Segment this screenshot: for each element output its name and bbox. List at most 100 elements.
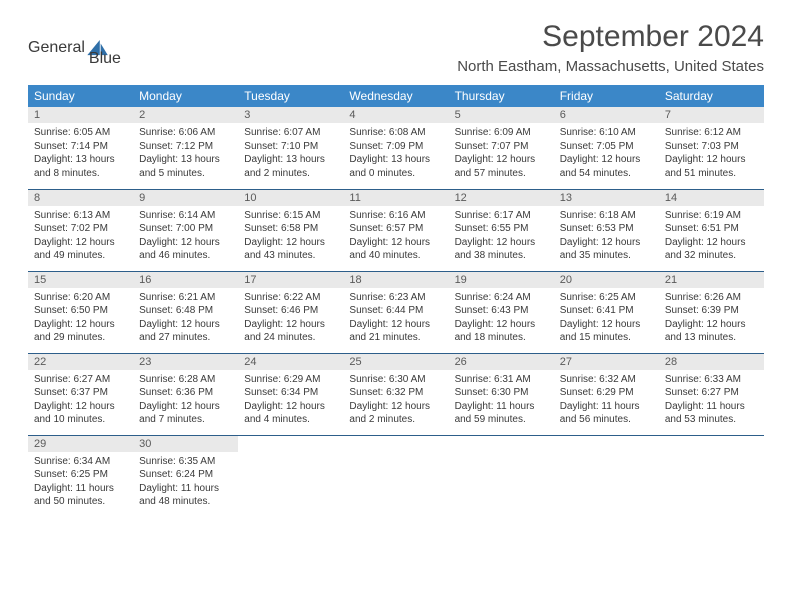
daylight-line: Daylight: 12 hours and 49 minutes. bbox=[34, 236, 127, 263]
calendar-cell: 26 Sunrise: 6:31 AMSunset: 6:30 PMDayligh… bbox=[449, 353, 554, 435]
sunset-line: Sunset: 6:30 PM bbox=[455, 386, 548, 400]
sunset-line: Sunset: 6:44 PM bbox=[349, 304, 442, 318]
day-details: Sunrise: 6:07 AMSunset: 7:10 PMDaylight:… bbox=[238, 123, 343, 185]
day-number: 4 bbox=[343, 107, 448, 123]
day-details: Sunrise: 6:08 AMSunset: 7:09 PMDaylight:… bbox=[343, 123, 448, 185]
weekday-header: Friday bbox=[554, 85, 659, 107]
sunrise-line: Sunrise: 6:25 AM bbox=[560, 291, 653, 305]
daylight-line: Daylight: 12 hours and 24 minutes. bbox=[244, 318, 337, 345]
calendar-cell: 5Sunrise: 6:09 AMSunset: 7:07 PMDaylight… bbox=[449, 107, 554, 189]
daylight-line: Daylight: 12 hours and 13 minutes. bbox=[665, 318, 758, 345]
daylight-line: Daylight: 11 hours and 48 minutes. bbox=[139, 482, 232, 509]
day-details: Sunrise: 6:24 AMSunset: 6:43 PMDaylight:… bbox=[449, 288, 554, 350]
daylight-line: Daylight: 12 hours and 27 minutes. bbox=[139, 318, 232, 345]
calendar-cell: 6Sunrise: 6:10 AMSunset: 7:05 PMDaylight… bbox=[554, 107, 659, 189]
day-details: Sunrise: 6:13 AMSunset: 7:02 PMDaylight:… bbox=[28, 206, 133, 268]
day-number: 13 bbox=[554, 190, 659, 206]
sunset-line: Sunset: 6:50 PM bbox=[34, 304, 127, 318]
sunrise-line: Sunrise: 6:06 AM bbox=[139, 126, 232, 140]
calendar-cell: 17Sunrise: 6:22 AMSunset: 6:46 PMDayligh… bbox=[238, 271, 343, 353]
sunset-line: Sunset: 6:32 PM bbox=[349, 386, 442, 400]
sunrise-line: Sunrise: 6:19 AM bbox=[665, 209, 758, 223]
calendar-cell: 12Sunrise: 6:17 AMSunset: 6:55 PMDayligh… bbox=[449, 189, 554, 271]
day-number: 22 bbox=[28, 354, 133, 370]
daylight-line: Daylight: 12 hours and 51 minutes. bbox=[665, 153, 758, 180]
daylight-line: Daylight: 12 hours and 4 minutes. bbox=[244, 400, 337, 427]
day-number: 26 bbox=[449, 354, 554, 370]
sunset-line: Sunset: 6:27 PM bbox=[665, 386, 758, 400]
sunrise-line: Sunrise: 6:18 AM bbox=[560, 209, 653, 223]
day-details: Sunrise: 6:10 AMSunset: 7:05 PMDaylight:… bbox=[554, 123, 659, 185]
calendar-cell: 23Sunrise: 6:28 AMSunset: 6:36 PMDayligh… bbox=[133, 353, 238, 435]
day-details: Sunrise: 6:18 AMSunset: 6:53 PMDaylight:… bbox=[554, 206, 659, 268]
daylight-line: Daylight: 12 hours and 54 minutes. bbox=[560, 153, 653, 180]
day-details: Sunrise: 6:25 AMSunset: 6:41 PMDaylight:… bbox=[554, 288, 659, 350]
day-details: Sunrise: 6:27 AMSunset: 6:37 PMDaylight:… bbox=[28, 370, 133, 432]
sunset-line: Sunset: 7:12 PM bbox=[139, 140, 232, 154]
day-details: Sunrise: 6:26 AMSunset: 6:39 PMDaylight:… bbox=[659, 288, 764, 350]
daylight-line: Daylight: 13 hours and 8 minutes. bbox=[34, 153, 127, 180]
day-details: Sunrise: 6:20 AMSunset: 6:50 PMDaylight:… bbox=[28, 288, 133, 350]
calendar-cell: 4Sunrise: 6:08 AMSunset: 7:09 PMDaylight… bbox=[343, 107, 448, 189]
sunset-line: Sunset: 6:24 PM bbox=[139, 468, 232, 482]
daylight-line: Daylight: 12 hours and 15 minutes. bbox=[560, 318, 653, 345]
weekday-header: Sunday bbox=[28, 85, 133, 107]
daylight-line: Daylight: 12 hours and 43 minutes. bbox=[244, 236, 337, 263]
daylight-line: Daylight: 11 hours and 59 minutes. bbox=[455, 400, 548, 427]
weekday-header: Monday bbox=[133, 85, 238, 107]
calendar-cell bbox=[659, 435, 764, 517]
sunrise-line: Sunrise: 6:16 AM bbox=[349, 209, 442, 223]
day-number: 29 bbox=[28, 436, 133, 452]
day-details: Sunrise: 6:34 AMSunset: 6:25 PMDaylight:… bbox=[28, 452, 133, 514]
calendar-cell: 24Sunrise: 6:29 AMSunset: 6:34 PMDayligh… bbox=[238, 353, 343, 435]
sunrise-line: Sunrise: 6:23 AM bbox=[349, 291, 442, 305]
day-details: Sunrise: 6:32 AMSunset: 6:29 PMDaylight:… bbox=[554, 370, 659, 432]
sunrise-line: Sunrise: 6:33 AM bbox=[665, 373, 758, 387]
calendar-cell: 7Sunrise: 6:12 AMSunset: 7:03 PMDaylight… bbox=[659, 107, 764, 189]
daylight-line: Daylight: 12 hours and 21 minutes. bbox=[349, 318, 442, 345]
calendar-cell bbox=[449, 435, 554, 517]
day-details: Sunrise: 6:33 AMSunset: 6:27 PMDaylight:… bbox=[659, 370, 764, 432]
daylight-line: Daylight: 12 hours and 35 minutes. bbox=[560, 236, 653, 263]
sunset-line: Sunset: 7:02 PM bbox=[34, 222, 127, 236]
day-details: Sunrise: 6:23 AMSunset: 6:44 PMDaylight:… bbox=[343, 288, 448, 350]
day-number: 20 bbox=[554, 272, 659, 288]
sunset-line: Sunset: 6:53 PM bbox=[560, 222, 653, 236]
day-number: 3 bbox=[238, 107, 343, 123]
day-details: Sunrise: 6:05 AMSunset: 7:14 PMDaylight:… bbox=[28, 123, 133, 185]
calendar-cell: 18Sunrise: 6:23 AMSunset: 6:44 PMDayligh… bbox=[343, 271, 448, 353]
day-details: Sunrise: 6:22 AMSunset: 6:46 PMDaylight:… bbox=[238, 288, 343, 350]
weekday-header: Wednesday bbox=[343, 85, 448, 107]
daylight-line: Daylight: 11 hours and 56 minutes. bbox=[560, 400, 653, 427]
month-title: September 2024 bbox=[457, 20, 764, 54]
logo-text-general: General bbox=[28, 39, 85, 57]
sunset-line: Sunset: 6:46 PM bbox=[244, 304, 337, 318]
calendar-cell: 2Sunrise: 6:06 AMSunset: 7:12 PMDaylight… bbox=[133, 107, 238, 189]
daylight-line: Daylight: 12 hours and 38 minutes. bbox=[455, 236, 548, 263]
day-number: 19 bbox=[449, 272, 554, 288]
sunset-line: Sunset: 7:10 PM bbox=[244, 140, 337, 154]
day-number: 27 bbox=[554, 354, 659, 370]
sunrise-line: Sunrise: 6:31 AM bbox=[455, 373, 548, 387]
day-details: Sunrise: 6:15 AMSunset: 6:58 PMDaylight:… bbox=[238, 206, 343, 268]
sunrise-line: Sunrise: 6:29 AM bbox=[244, 373, 337, 387]
day-details: Sunrise: 6:14 AMSunset: 7:00 PMDaylight:… bbox=[133, 206, 238, 268]
daylight-line: Daylight: 12 hours and 18 minutes. bbox=[455, 318, 548, 345]
sunset-line: Sunset: 7:07 PM bbox=[455, 140, 548, 154]
day-details: Sunrise: 6:30 AMSunset: 6:32 PMDaylight:… bbox=[343, 370, 448, 432]
daylight-line: Daylight: 12 hours and 10 minutes. bbox=[34, 400, 127, 427]
day-details: Sunrise: 6:35 AMSunset: 6:24 PMDaylight:… bbox=[133, 452, 238, 514]
sunrise-line: Sunrise: 6:34 AM bbox=[34, 455, 127, 469]
calendar-cell: 27Sunrise: 6:32 AMSunset: 6:29 PMDayligh… bbox=[554, 353, 659, 435]
calendar-cell: 8Sunrise: 6:13 AMSunset: 7:02 PMDaylight… bbox=[28, 189, 133, 271]
daylight-line: Daylight: 12 hours and 40 minutes. bbox=[349, 236, 442, 263]
sunrise-line: Sunrise: 6:13 AM bbox=[34, 209, 127, 223]
calendar-cell: 3Sunrise: 6:07 AMSunset: 7:10 PMDaylight… bbox=[238, 107, 343, 189]
logo-text-blue: Blue bbox=[89, 50, 121, 68]
calendar-cell: 1Sunrise: 6:05 AMSunset: 7:14 PMDaylight… bbox=[28, 107, 133, 189]
sunset-line: Sunset: 6:43 PM bbox=[455, 304, 548, 318]
calendar-cell: 30Sunrise: 6:35 AMSunset: 6:24 PMDayligh… bbox=[133, 435, 238, 517]
day-number: 30 bbox=[133, 436, 238, 452]
day-number: 21 bbox=[659, 272, 764, 288]
calendar-cell: 10Sunrise: 6:15 AMSunset: 6:58 PMDayligh… bbox=[238, 189, 343, 271]
